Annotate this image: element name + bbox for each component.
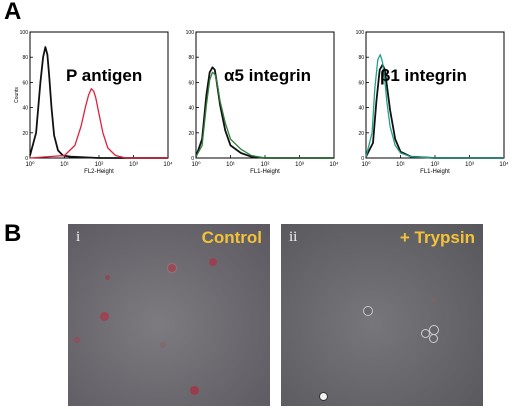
y-tick-label: 100 (186, 30, 195, 36)
x-tick-label: 10⁴ (499, 161, 509, 168)
x-tick-label: 10² (431, 162, 440, 168)
histogram-plot: 0 20 40 60 80 100 10⁰ 10¹ 10² 10³ 10⁴ FL1-Height (356, 30, 509, 175)
y-tick-label: 100 (356, 30, 365, 36)
x-tick-label: 10³ (129, 162, 138, 168)
micrograph-sublabel: i (76, 229, 81, 245)
x-tick-label: 10³ (465, 162, 474, 168)
micrograph-background (281, 224, 483, 406)
histogram-title: P antigen (66, 66, 143, 85)
y-tick-label: 20 (358, 131, 364, 137)
y-tick-label: 80 (22, 55, 28, 61)
micrograph-sublabel: ii (289, 229, 298, 245)
histogram-title: α5 integrin (224, 66, 311, 85)
y-tick-label: 40 (358, 106, 364, 112)
y-tick-label: 0 (361, 156, 364, 162)
cell (105, 275, 110, 280)
x-tick-label: 10¹ (226, 162, 235, 168)
series-line-2 (29, 88, 168, 159)
y-axis-label: Counts (14, 87, 20, 103)
cell (100, 312, 109, 321)
histogram-p-antigen: 0 20 40 60 80 100 10⁰ 10¹ 10² 10³ 10⁴ FL2-Height Cou… (14, 22, 174, 177)
y-tick-label: 0 (25, 156, 28, 162)
y-tick-label: 40 (22, 106, 28, 112)
cell (432, 298, 436, 302)
histogram-plot: 0 20 40 60 80 100 10⁰ 10¹ 10² 10³ 10⁴ FL2-Height Cou… (14, 30, 173, 175)
micrograph-label: + Trypsin (399, 228, 475, 247)
histogram-b1-integrin: 0 20 40 60 80 100 10⁰ 10¹ 10² 10³ 10⁴ FL1-Height β1… (350, 22, 510, 177)
cell (190, 386, 199, 395)
cell (429, 334, 438, 343)
panel-label-b: B (4, 220, 22, 247)
y-tick-label: 20 (22, 131, 28, 137)
y-tick-label: 100 (20, 30, 29, 36)
y-tick-label: 40 (188, 106, 194, 112)
micrograph-background (68, 224, 270, 406)
x-tick-label: 10⁴ (163, 161, 173, 168)
x-tick-label: 10² (261, 162, 270, 168)
series-line-2 (365, 54, 504, 159)
x-tick-label: 10⁰ (191, 161, 201, 168)
x-tick-label: 10³ (295, 162, 304, 168)
micrograph-control: i Control (68, 224, 270, 406)
x-tick-label: 10¹ (396, 162, 405, 168)
y-tick-label: 60 (188, 80, 194, 86)
cell (160, 342, 166, 348)
series-line-1 (29, 46, 168, 159)
y-tick-label: 80 (188, 55, 194, 61)
cell (168, 264, 176, 272)
y-tick-label: 60 (358, 80, 364, 86)
panel-label-a: A (4, 0, 22, 25)
x-tick-label: 10² (95, 162, 104, 168)
x-axis-label: FL1-Height (420, 169, 450, 175)
micrograph-label: Control (201, 228, 262, 247)
histogram-plot: 0 20 40 60 80 100 10⁰ 10¹ 10² 10³ 10⁴ FL1-Height (186, 30, 339, 175)
y-tick-label: 20 (188, 131, 194, 137)
cell (363, 306, 373, 316)
cell (319, 392, 328, 401)
y-tick-label: 80 (358, 55, 364, 61)
x-axis-label: FL2-Height (84, 169, 114, 175)
x-axis-label: FL1-Height (250, 169, 280, 175)
y-tick-label: 0 (191, 156, 194, 162)
plot-frame (195, 31, 335, 159)
x-tick-label: 10⁰ (25, 161, 35, 168)
histogram-title: β1 integrin (380, 66, 467, 85)
series-line-2 (195, 71, 334, 159)
x-tick-label: 10¹ (60, 162, 69, 168)
histogram-a5-integrin: 0 20 40 60 80 100 10⁰ 10¹ 10² 10³ 10⁴ FL1-Height α5… (180, 22, 340, 177)
x-tick-label: 10⁴ (329, 161, 339, 168)
micrograph-trypsin: ii + Trypsin (281, 224, 483, 406)
x-tick-label: 10⁰ (361, 161, 371, 168)
cell (74, 337, 80, 343)
y-tick-label: 60 (22, 80, 28, 86)
cell (209, 258, 217, 266)
